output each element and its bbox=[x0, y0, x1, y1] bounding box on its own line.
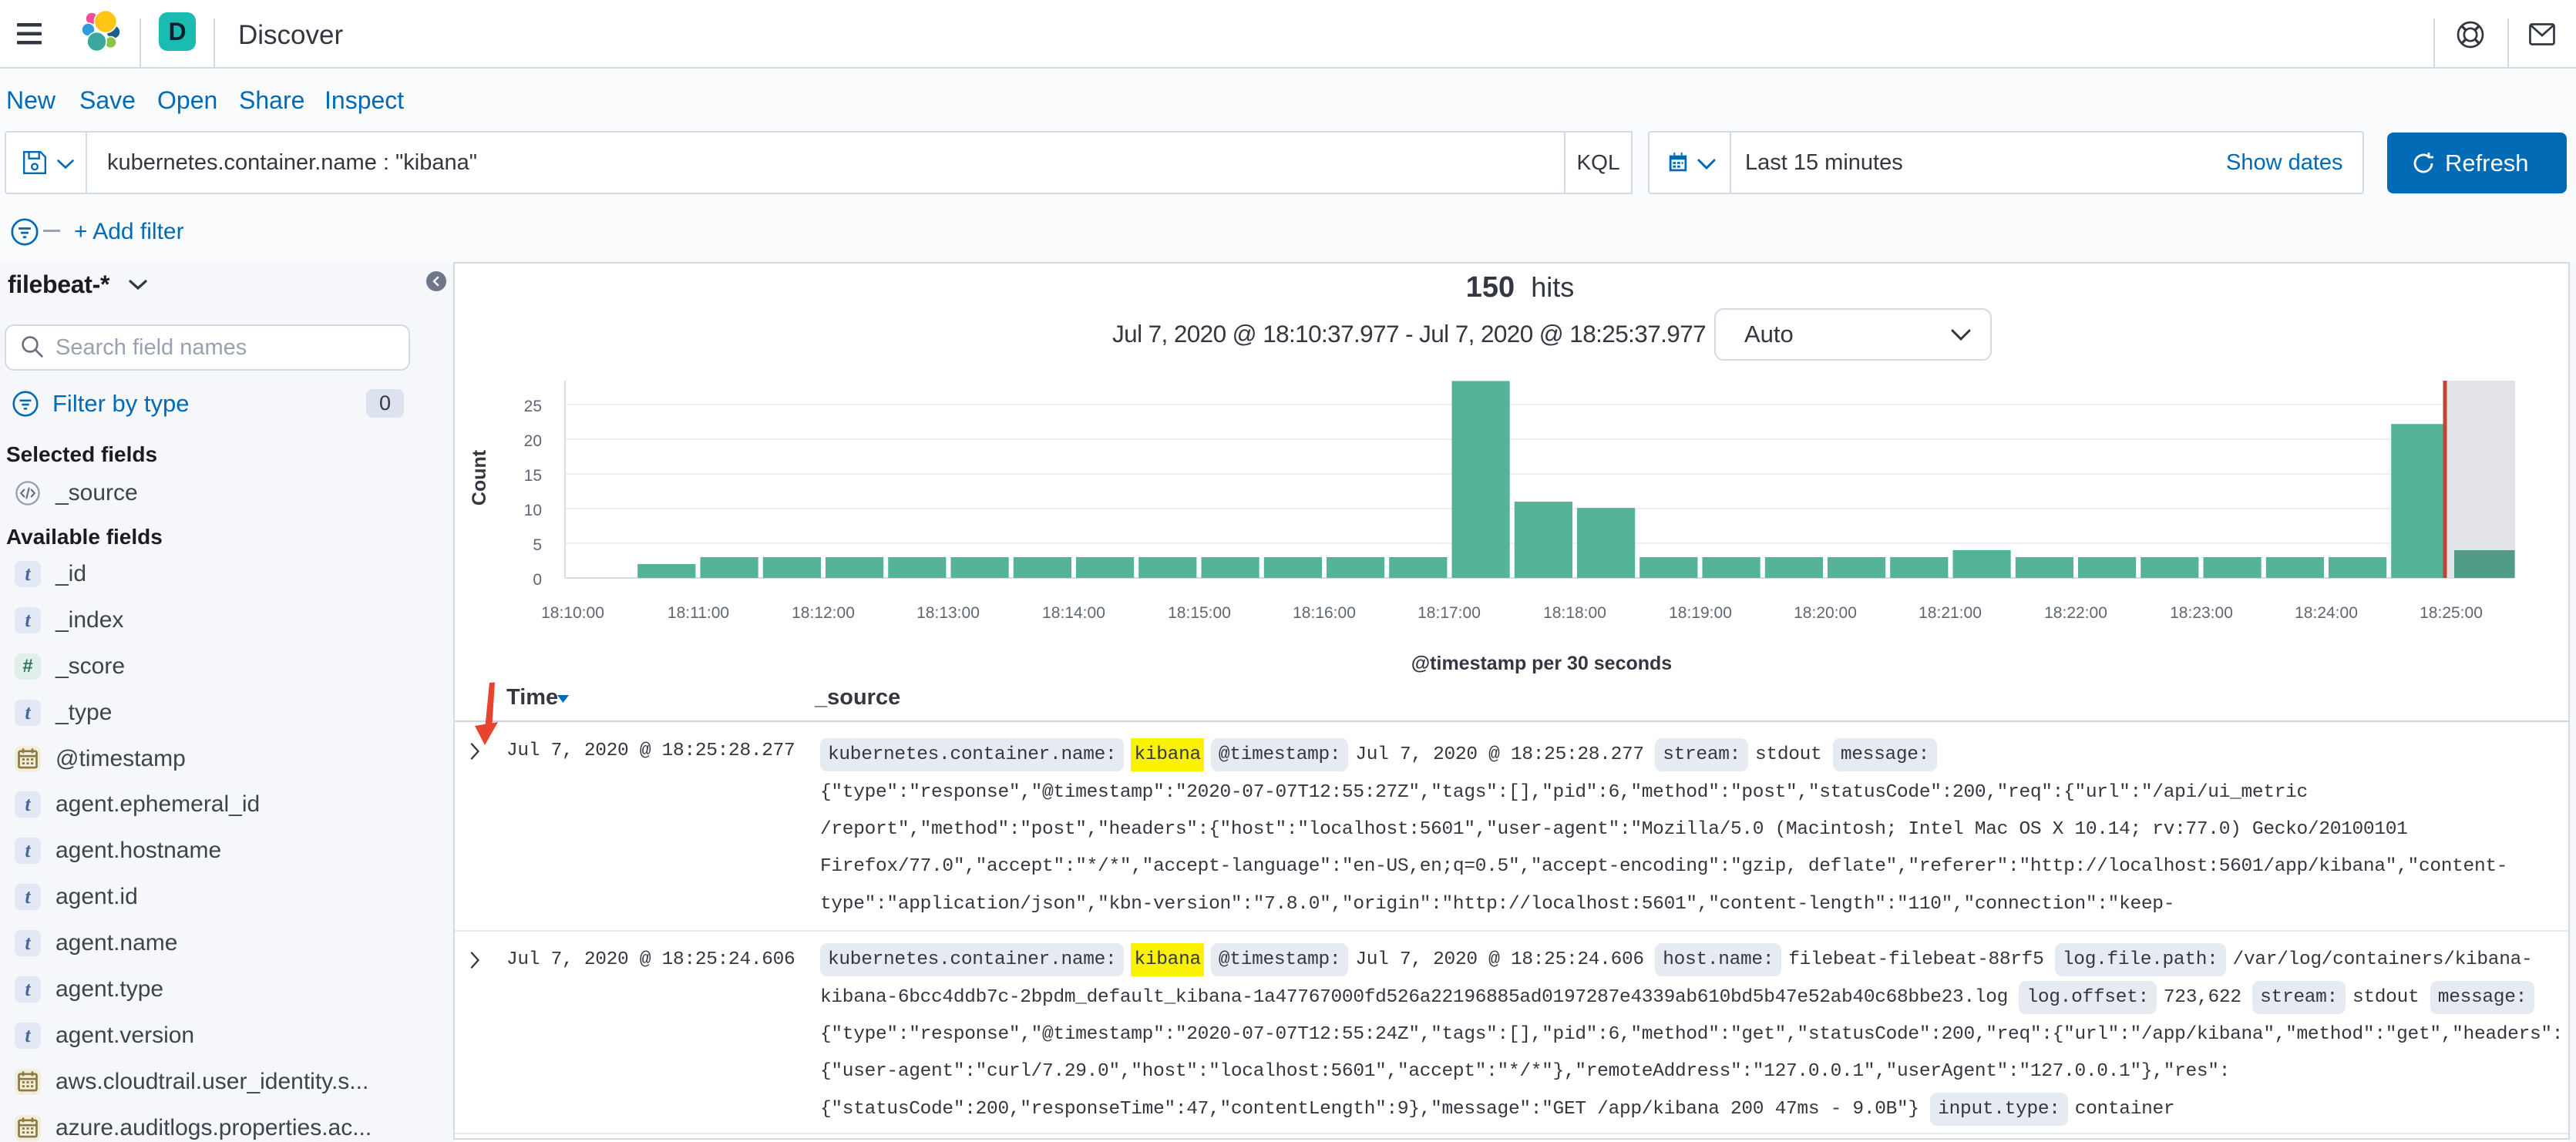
svg-text:20: 20 bbox=[524, 432, 542, 450]
svg-text:18:15:00: 18:15:00 bbox=[1168, 604, 1231, 622]
svg-text:18:12:00: 18:12:00 bbox=[792, 604, 855, 622]
svg-text:18:23:00: 18:23:00 bbox=[2170, 604, 2233, 622]
svg-text:25: 25 bbox=[524, 398, 542, 415]
svg-text:0: 0 bbox=[533, 571, 542, 589]
svg-text:18:25:00: 18:25:00 bbox=[2420, 604, 2483, 622]
svg-text:18:22:00: 18:22:00 bbox=[2044, 604, 2107, 622]
svg-text:18:19:00: 18:19:00 bbox=[1669, 604, 1732, 622]
svg-text:18:13:00: 18:13:00 bbox=[916, 604, 980, 622]
svg-text:18:18:00: 18:18:00 bbox=[1543, 604, 1606, 622]
svg-text:18:21:00: 18:21:00 bbox=[1919, 604, 1982, 622]
svg-text:@timestamp per 30 seconds: @timestamp per 30 seconds bbox=[1411, 653, 1672, 674]
svg-text:18:10:00: 18:10:00 bbox=[541, 604, 604, 622]
svg-text:10: 10 bbox=[524, 502, 542, 519]
svg-text:18:16:00: 18:16:00 bbox=[1293, 604, 1356, 622]
svg-text:18:14:00: 18:14:00 bbox=[1042, 604, 1105, 622]
svg-text:5: 5 bbox=[533, 536, 542, 554]
svg-text:18:11:00: 18:11:00 bbox=[668, 604, 729, 622]
svg-text:15: 15 bbox=[524, 467, 542, 485]
svg-text:18:24:00: 18:24:00 bbox=[2295, 604, 2358, 622]
svg-text:Count: Count bbox=[469, 449, 490, 506]
svg-text:18:17:00: 18:17:00 bbox=[1417, 604, 1481, 622]
svg-text:18:20:00: 18:20:00 bbox=[1794, 604, 1857, 622]
